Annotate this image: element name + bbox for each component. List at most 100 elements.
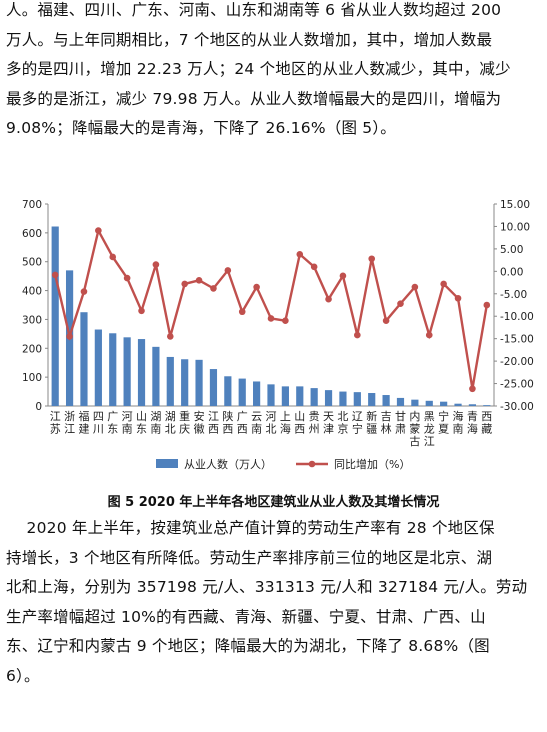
category-label: 龙 (424, 423, 435, 436)
point-growth-rate (310, 263, 318, 271)
text-line: 人。福建、四川、广东、河南、山东和湖南等 6 省从业人数均超过 200 (6, 1, 502, 19)
category-label: 新 (366, 409, 377, 423)
bar-employment (296, 386, 304, 406)
category-label: 南 (122, 423, 133, 436)
category-label: 川 (93, 423, 104, 436)
right-tick-label: -20.00 (500, 356, 534, 368)
left-tick-label: 700 (22, 199, 42, 211)
category-label: 蒙 (409, 423, 420, 436)
bar-employment (166, 356, 174, 406)
category-label: 古 (409, 435, 420, 448)
text-line: 9.08%；降幅最大的是青海，下降了 26.16%（图 5）。 (6, 119, 397, 137)
category-label: 州 (309, 423, 320, 436)
point-growth-rate (454, 294, 462, 302)
text-line: 多的是四川，增加 22.23 万人；24 个地区的从业人数减少，其中，减少 (6, 60, 511, 78)
category-label: 广 (237, 410, 248, 423)
category-label: 夏 (438, 423, 449, 436)
category-label: 山 (294, 410, 305, 423)
category-label: 湖 (165, 410, 176, 423)
category-label: 南 (453, 423, 464, 436)
category-label: 河 (266, 410, 277, 423)
point-growth-rate (469, 385, 476, 393)
category-label: 林 (381, 422, 392, 436)
right-tick-label: 10.00 (500, 221, 530, 233)
bar-employment (440, 401, 448, 406)
point-growth-rate (296, 250, 304, 258)
category-label: 辽 (352, 410, 363, 423)
point-growth-rate (109, 253, 117, 261)
category-label: 西 (222, 423, 233, 436)
category-label: 贵 (309, 410, 320, 423)
category-label: 京 (337, 422, 348, 436)
right-tick-label: 0.00 (500, 266, 523, 278)
legend-bar-swatch (156, 459, 178, 468)
text-line: 生产率增幅超过 10%的有西藏、青海、新疆、宁夏、甘肃、广西、山 (6, 607, 486, 626)
line-growth-rate (54, 227, 488, 389)
category-label: 云 (251, 410, 262, 423)
employment-chart: 0 100 200 300 400 500 600 700 -30.00 -25.00 -20.00… (22, 199, 534, 471)
category-label: 宁 (438, 409, 449, 423)
category-label: 南 (251, 423, 262, 436)
point-growth-rate (238, 308, 246, 316)
left-tick-label: 300 (22, 314, 42, 326)
bar-employment (209, 369, 218, 406)
category-label: 吉 (381, 410, 392, 423)
category-label: 南 (150, 423, 161, 436)
bar-employment (454, 403, 462, 406)
bar-employment (339, 391, 347, 406)
bar-employment (253, 381, 261, 406)
bar-employment (181, 359, 189, 406)
text-line: 2020 年上半年，按建筑业总产值计算的劳动生产率有 28 个地区保 (6, 519, 495, 537)
bar-employment (353, 392, 361, 406)
left-tick-label: 200 (22, 343, 42, 355)
right-tick-label: -30.00 (500, 401, 534, 413)
point-growth-rate (325, 295, 332, 303)
category-label: 津 (323, 423, 334, 436)
point-growth-rate (440, 280, 447, 288)
category-label: 藏 (481, 423, 492, 436)
category-label: 福 (78, 409, 89, 423)
bar-employment (483, 405, 491, 406)
bar-employment (368, 393, 376, 406)
category-label: 海 (453, 409, 464, 423)
category-label: 西 (208, 423, 219, 436)
right-tick-label: -15.00 (500, 334, 534, 346)
text-line: 北和上海，分别为 357198 元/人、331313 元/人和 327184 元… (6, 578, 528, 596)
point-growth-rate (80, 288, 88, 295)
point-growth-rate (210, 285, 217, 292)
point-growth-rate (181, 280, 188, 288)
category-label: 江 (208, 410, 219, 423)
text-line: 持增长，3 个地区有所降低。劳动生产率排序前三位的地区是北京、湖 (6, 548, 493, 567)
category-label: 西 (481, 410, 492, 423)
category-label: 江 (424, 435, 435, 448)
bar-employment (382, 395, 390, 406)
category-label: 湖 (150, 410, 161, 423)
category-label: 北 (337, 410, 348, 423)
bar-employment (411, 399, 419, 406)
category-label: 东 (136, 423, 147, 436)
legend-line-label: 同比增加（%） (334, 457, 410, 471)
category-label: 山 (136, 410, 147, 423)
point-growth-rate (267, 315, 275, 322)
left-tick-label: 500 (22, 257, 42, 269)
bar-employment (195, 359, 203, 406)
bar-employment (238, 378, 246, 406)
right-tick-label: -10.00 (500, 311, 534, 323)
bar-employment (267, 384, 275, 406)
bar-employment (281, 386, 289, 406)
point-growth-rate (166, 333, 174, 340)
bar-employment (137, 339, 146, 406)
category-label: 天 (323, 410, 334, 423)
category-label: 肃 (395, 423, 406, 436)
point-growth-rate (253, 283, 260, 291)
category-label: 西 (237, 423, 248, 436)
right-tick-label: 15.00 (500, 199, 530, 211)
category-label: 宁 (352, 422, 363, 436)
bar-employment (123, 337, 131, 406)
category-label: 浙 (64, 410, 75, 423)
category-label: 陕 (222, 409, 233, 423)
left-tick-label: 400 (22, 286, 42, 298)
category-label: 北 (165, 423, 176, 436)
bar-employment (468, 404, 477, 406)
category-label: 甘 (395, 410, 406, 423)
